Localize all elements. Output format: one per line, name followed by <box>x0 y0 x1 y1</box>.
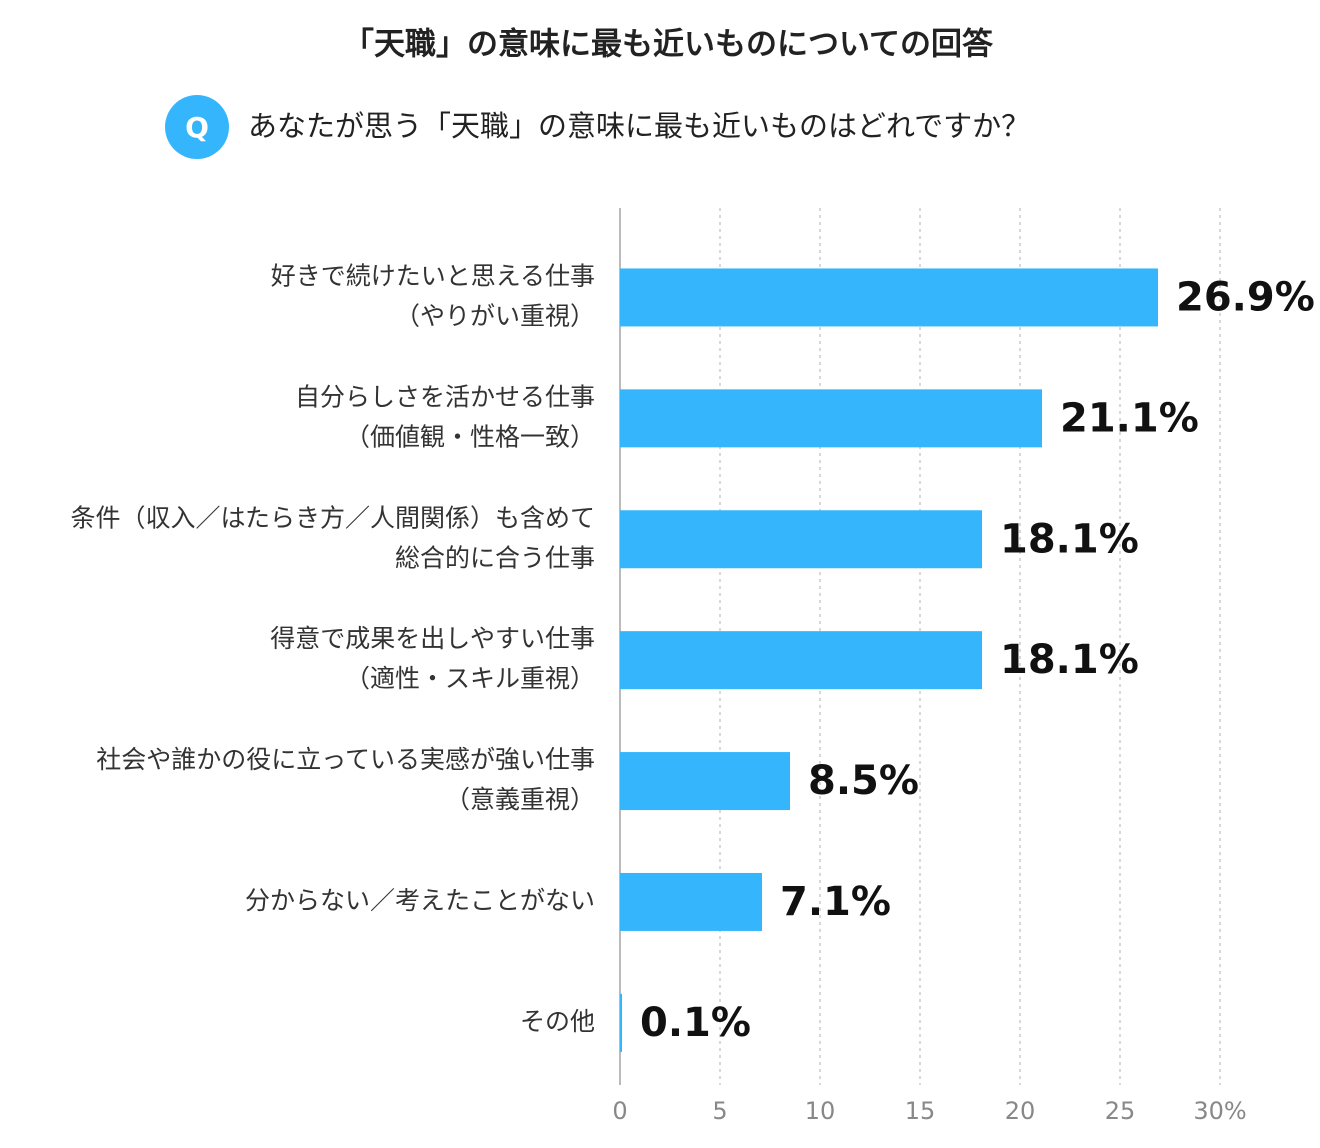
question-badge-circle <box>165 95 229 159</box>
x-tick-label: 20 <box>1005 1097 1036 1125</box>
category-label: 分からない／考えたことがない <box>245 886 595 915</box>
category-label: 条件（収入／はたらき方／人間関係）も含めて <box>70 503 595 532</box>
x-tick-label: 25 <box>1105 1097 1136 1125</box>
category-label: （意義重視） <box>445 785 595 814</box>
bar <box>620 752 790 811</box>
bar <box>620 631 982 690</box>
category-label: 得意で成果を出しやすい仕事 <box>270 624 595 653</box>
category-label: その他 <box>520 1007 595 1036</box>
category-label: （適性・スキル重視） <box>345 664 595 693</box>
chart-title: 「天職」の意味に最も近いものについての回答 <box>343 27 994 63</box>
value-label: 7.1% <box>780 879 891 925</box>
bar <box>620 268 1158 327</box>
value-label: 0.1% <box>640 1000 751 1046</box>
question: あなたが思う「天職」の意味に最も近いものはどれですか？ <box>248 109 1030 143</box>
value-label: 18.1% <box>1000 637 1139 683</box>
category-label: 社会や誰かの役に立っている実感が強い仕事 <box>96 745 595 774</box>
bar <box>620 389 1042 448</box>
x-tick-label: 5 <box>712 1097 727 1125</box>
question-badge: Q <box>185 111 209 144</box>
value-label: 8.5% <box>808 758 919 804</box>
x-tick-label: 10 <box>805 1097 836 1125</box>
bar <box>620 510 982 569</box>
x-tick-label: 15 <box>905 1097 936 1125</box>
category-label: 総合的に合う仕事 <box>395 543 595 572</box>
value-label: 26.9% <box>1176 274 1315 320</box>
x-tick-label: 30% <box>1193 1097 1246 1125</box>
value-label: 21.1% <box>1060 395 1199 441</box>
category-label: 自分らしさを活かせる仕事 <box>295 382 595 411</box>
category-label: （価値観・性格一致） <box>345 422 595 451</box>
bar <box>620 993 622 1052</box>
category-label: 好きで続けたいと思える仕事 <box>271 261 595 290</box>
value-label: 18.1% <box>1000 516 1139 562</box>
bar <box>620 872 762 931</box>
category-label: （やりがい重視） <box>395 301 595 330</box>
x-tick-label: 0 <box>612 1097 627 1125</box>
